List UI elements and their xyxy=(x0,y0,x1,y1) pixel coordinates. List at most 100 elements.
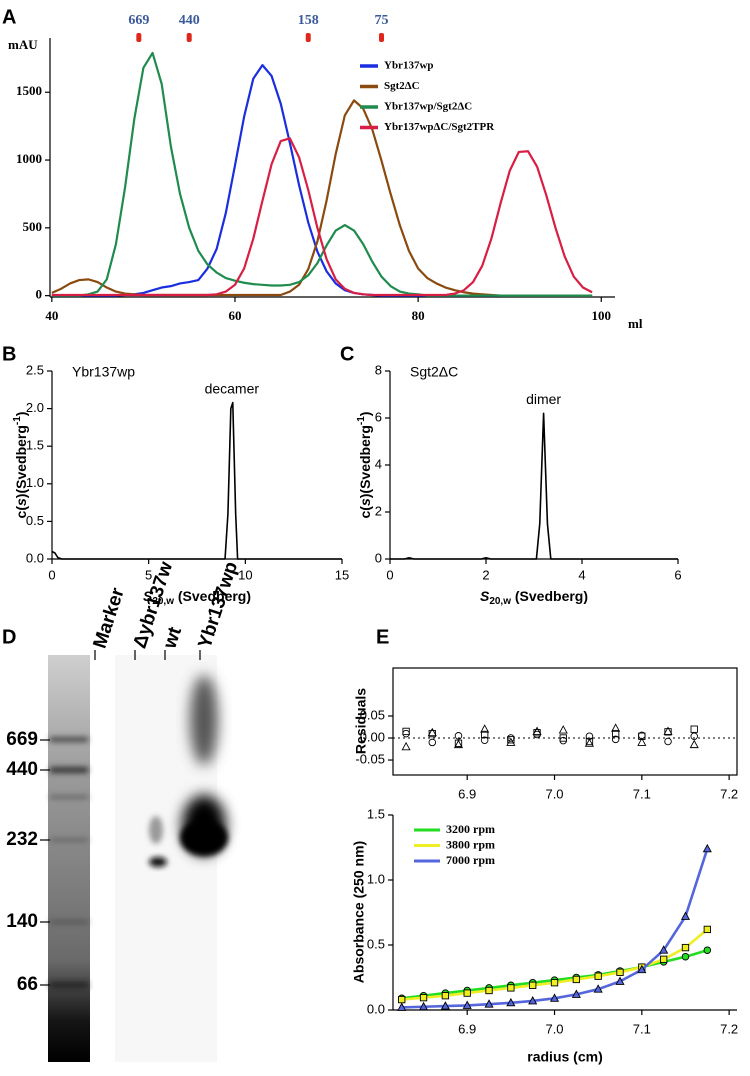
blot-signal xyxy=(149,675,228,867)
panel-letter: A xyxy=(2,6,16,28)
point xyxy=(532,726,542,735)
point xyxy=(401,741,411,751)
mw-label: 440 xyxy=(6,759,38,780)
point xyxy=(702,843,712,853)
y-tick-label: 6 xyxy=(375,409,382,424)
x-tick-label: 6.9 xyxy=(458,786,476,801)
label-part: (Svedberg) xyxy=(511,588,588,604)
panel-letter: E xyxy=(376,626,389,648)
x-tick-label: 6 xyxy=(674,567,681,582)
y-tick-label: 1.5 xyxy=(26,438,44,453)
point xyxy=(681,952,690,961)
x-tick-label: 7.2 xyxy=(720,786,738,801)
label-part: s xyxy=(13,498,29,506)
legend-label: 3800 rpm xyxy=(446,837,495,851)
annotation: dimer xyxy=(526,391,561,407)
y-tick-label: 2.5 xyxy=(26,362,44,377)
y-tick-label: 1.0 xyxy=(367,871,385,886)
x-tick-label: 5 xyxy=(145,567,152,582)
y-tick-label: 0.0 xyxy=(26,550,44,565)
point xyxy=(637,964,647,974)
x-tick-label: 7.0 xyxy=(545,786,563,801)
point xyxy=(398,995,406,1004)
size-marker xyxy=(305,33,311,42)
x-tick-label: 7.2 xyxy=(720,1021,738,1036)
y-tick-label: 1000 xyxy=(16,151,42,166)
y-tick-label: -0.05 xyxy=(355,751,385,766)
point xyxy=(529,981,537,989)
marker-lane xyxy=(48,655,90,1062)
lane-label: Marker xyxy=(90,585,129,651)
point xyxy=(559,734,567,742)
x-label: S20,w (Svedberg) xyxy=(143,588,251,607)
label-part: -1 xyxy=(356,416,367,425)
legend-label: Ybr137wp/Sgt2ΔC xyxy=(384,101,472,113)
point xyxy=(462,1000,472,1009)
point xyxy=(480,736,489,744)
x-tick-label: 6.9 xyxy=(458,1021,476,1036)
point xyxy=(402,729,410,738)
mw-label: 66 xyxy=(17,974,38,995)
y-label: c(s)(Svedberg-1) xyxy=(356,412,373,519)
point xyxy=(616,968,624,976)
panel-letter: B xyxy=(2,343,16,365)
point xyxy=(485,986,493,995)
point xyxy=(585,737,594,746)
x-tick-label: 7.0 xyxy=(545,1021,563,1036)
label-part: )(Svedberg xyxy=(13,425,29,498)
x-axis-label: ml xyxy=(628,316,643,331)
point xyxy=(397,1002,407,1011)
series-line xyxy=(51,64,593,297)
y-axis-label: Residuals xyxy=(353,688,369,754)
series-line xyxy=(51,137,593,297)
y-tick-label: 2 xyxy=(375,503,382,518)
label-part: c( xyxy=(357,506,373,519)
point xyxy=(637,737,647,746)
mw-label: 669 xyxy=(6,729,38,750)
x-tick-label: 80 xyxy=(412,308,425,323)
point xyxy=(659,945,669,954)
x-tick-label: 60 xyxy=(228,308,241,323)
ladder-bands xyxy=(50,737,88,988)
legend-label: Ybr137wpΔC/Sgt2TPR xyxy=(384,121,495,133)
point xyxy=(528,995,538,1005)
panel-letter: D xyxy=(2,626,16,648)
x-tick-label: 4 xyxy=(578,567,585,582)
size-marker xyxy=(378,33,384,42)
plot-frame xyxy=(392,667,738,776)
point xyxy=(507,736,515,744)
point xyxy=(680,911,691,920)
point xyxy=(594,972,602,980)
panel-title: Sgt2ΔC xyxy=(410,364,458,380)
mw-label: 140 xyxy=(6,911,38,932)
y-tick-label: 0 xyxy=(36,287,43,302)
point xyxy=(690,725,698,733)
mw-label: 232 xyxy=(6,829,38,850)
series-line xyxy=(51,51,593,297)
label-part: )(Svedberg xyxy=(357,425,373,498)
y-tick-label: 4 xyxy=(375,456,382,471)
y-tick-label: 1.5 xyxy=(367,806,385,821)
legend-label: Sgt2ΔC xyxy=(384,80,420,92)
y-tick-label: 0.5 xyxy=(367,936,385,951)
label-part: S xyxy=(480,588,490,604)
label-part: -1 xyxy=(12,416,23,425)
y-axis-label: mAU xyxy=(8,37,38,52)
point xyxy=(689,739,699,749)
point xyxy=(593,984,603,993)
y-tick-label: 2.0 xyxy=(26,400,44,415)
x-axis-label: radius (cm) xyxy=(527,1049,602,1065)
x-tick-label: 0 xyxy=(386,567,393,582)
label-part: 20,w xyxy=(489,596,511,607)
point xyxy=(480,724,490,733)
point xyxy=(611,735,620,744)
point xyxy=(506,737,516,746)
point xyxy=(506,997,516,1007)
size-marker xyxy=(186,33,192,42)
x-tick-label: 100 xyxy=(592,308,612,323)
point xyxy=(681,943,690,952)
point xyxy=(611,723,621,732)
point xyxy=(463,989,471,997)
point xyxy=(663,726,673,735)
